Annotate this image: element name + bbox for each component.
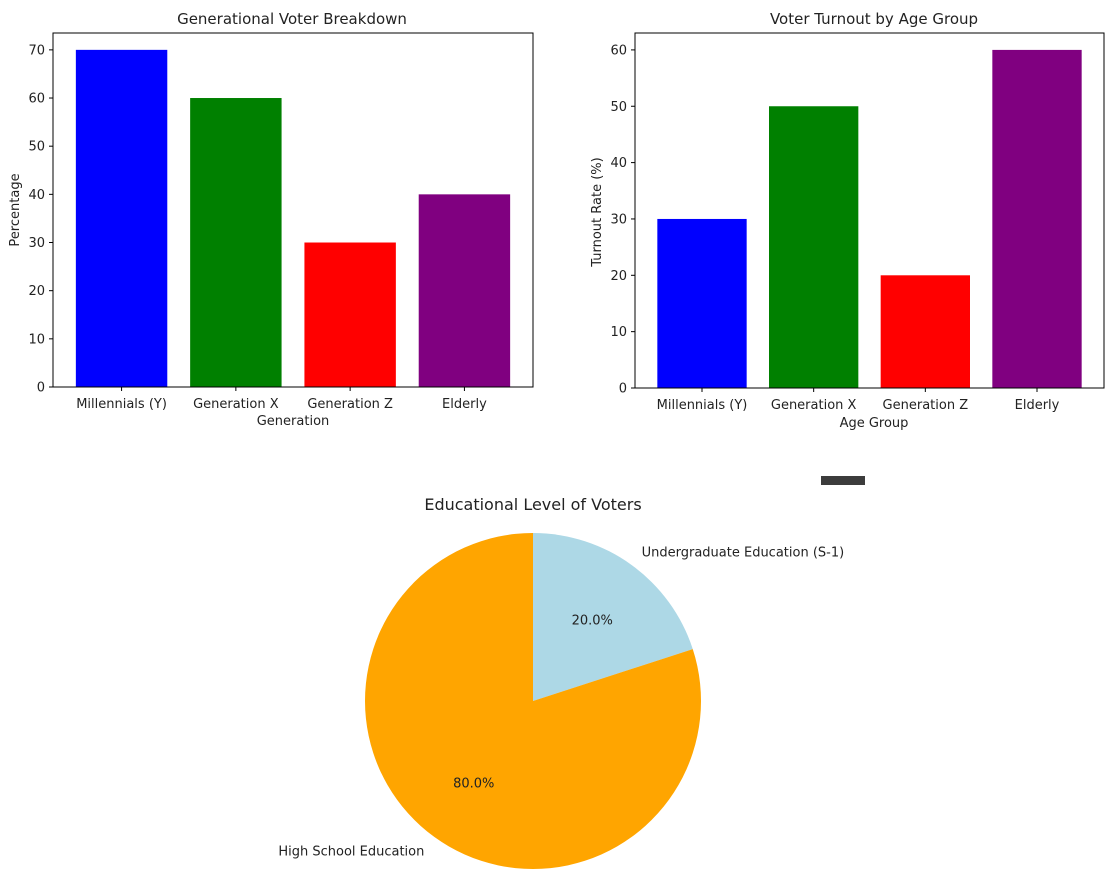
chart1-plot-frame xyxy=(52,32,534,388)
chart2-y-tick-label: 10 xyxy=(610,325,627,340)
chart2-y-tick-label: 30 xyxy=(610,212,627,227)
chart2-y-ticks: 0 10 20 30 40 50 60 xyxy=(610,43,635,397)
chart1-y-tick-label: 30 xyxy=(28,236,45,251)
chart1-y-tick-label: 0 xyxy=(37,381,45,396)
chart2-y-tick-label: 0 xyxy=(619,382,627,397)
chart2-title: Voter Turnout by Age Group xyxy=(770,10,978,28)
chart1-bar-generation-z xyxy=(304,242,396,387)
chart1-y-tick-label: 20 xyxy=(28,284,45,299)
chart2-bar-generation-x xyxy=(769,106,859,388)
chart1-bar-elderly xyxy=(418,194,511,387)
chart2-bar-generation-z xyxy=(880,275,970,388)
chart2-y-tick-label: 50 xyxy=(610,100,627,115)
chart2-y-tick-label: 20 xyxy=(610,269,627,284)
chart1-x-ticks: Millennials (Y) Generation X Generation Z E… xyxy=(76,387,487,412)
voter-turnout-chart: Voter Turnout by Age Group 0 10 20 30 40 50 60… xyxy=(590,10,1105,431)
pie-slices xyxy=(365,533,701,869)
chart1-bar-millennials-y xyxy=(75,49,168,387)
chart2-x-tick-label: Millennials (Y) xyxy=(657,398,748,413)
pie-percent-label: 20.0% xyxy=(572,613,613,628)
chart2-y-tick-label: 40 xyxy=(610,156,627,171)
pie-category-label: High School Education xyxy=(278,845,424,860)
chart1-bar-generation-x xyxy=(190,98,282,387)
generational-voter-breakdown-chart: Generational Voter Breakdown 0 10 20 30 40 50… xyxy=(8,10,534,429)
pie-category-label: Undergraduate Education (S-1) xyxy=(642,545,845,560)
chart2-xlabel: Age Group xyxy=(840,416,909,431)
chart1-title: Generational Voter Breakdown xyxy=(177,10,407,28)
chart1-y-tick-label: 70 xyxy=(28,43,45,58)
chart1-y-ticks: 0 10 20 30 40 50 60 70 xyxy=(28,43,53,396)
chart2-x-tick-label: Generation Z xyxy=(883,398,969,413)
chart1-y-tick-label: 60 xyxy=(28,92,45,107)
chart2-x-tick-label: Elderly xyxy=(1015,398,1060,413)
pie-percent-label: 80.0% xyxy=(453,777,494,792)
chart1-y-tick-label: 40 xyxy=(28,188,45,203)
educational-level-pie-chart: Educational Level of Voters 20.0% Undergr… xyxy=(278,495,844,869)
pie-slice-undergraduate-education-s-1 xyxy=(533,533,693,701)
chart1-bars xyxy=(75,49,511,387)
chart2-bars xyxy=(657,49,1082,389)
chart1-ylabel: Percentage xyxy=(8,173,23,246)
chart2-x-tick-label: Generation X xyxy=(771,398,857,413)
chart1-x-tick-label: Elderly xyxy=(442,397,487,412)
chart2-x-ticks: Millennials (Y) Generation X Generation Z E… xyxy=(657,388,1060,413)
chart1-y-tick-label: 50 xyxy=(28,140,45,155)
chart2-ylabel: Turnout Rate (%) xyxy=(590,157,605,267)
chart1-y-tick-label: 10 xyxy=(28,332,45,347)
chart2-bar-millennials-y xyxy=(657,218,747,388)
chart1-x-tick-label: Generation X xyxy=(193,397,279,412)
scroll-handle[interactable] xyxy=(821,476,865,485)
chart2-y-tick-label: 60 xyxy=(610,43,627,58)
chart2-bar-elderly xyxy=(992,49,1082,389)
pie-slice-high-school-education xyxy=(365,533,701,869)
chart1-x-tick-label: Millennials (Y) xyxy=(76,397,167,412)
chart2-plot-frame xyxy=(634,32,1105,389)
chart1-xlabel: Generation xyxy=(257,414,330,429)
chart1-x-tick-label: Generation Z xyxy=(307,397,393,412)
pie-labels: 20.0% Undergraduate Education (S-1) 80.0% H… xyxy=(278,545,844,859)
chart3-title: Educational Level of Voters xyxy=(424,495,641,514)
